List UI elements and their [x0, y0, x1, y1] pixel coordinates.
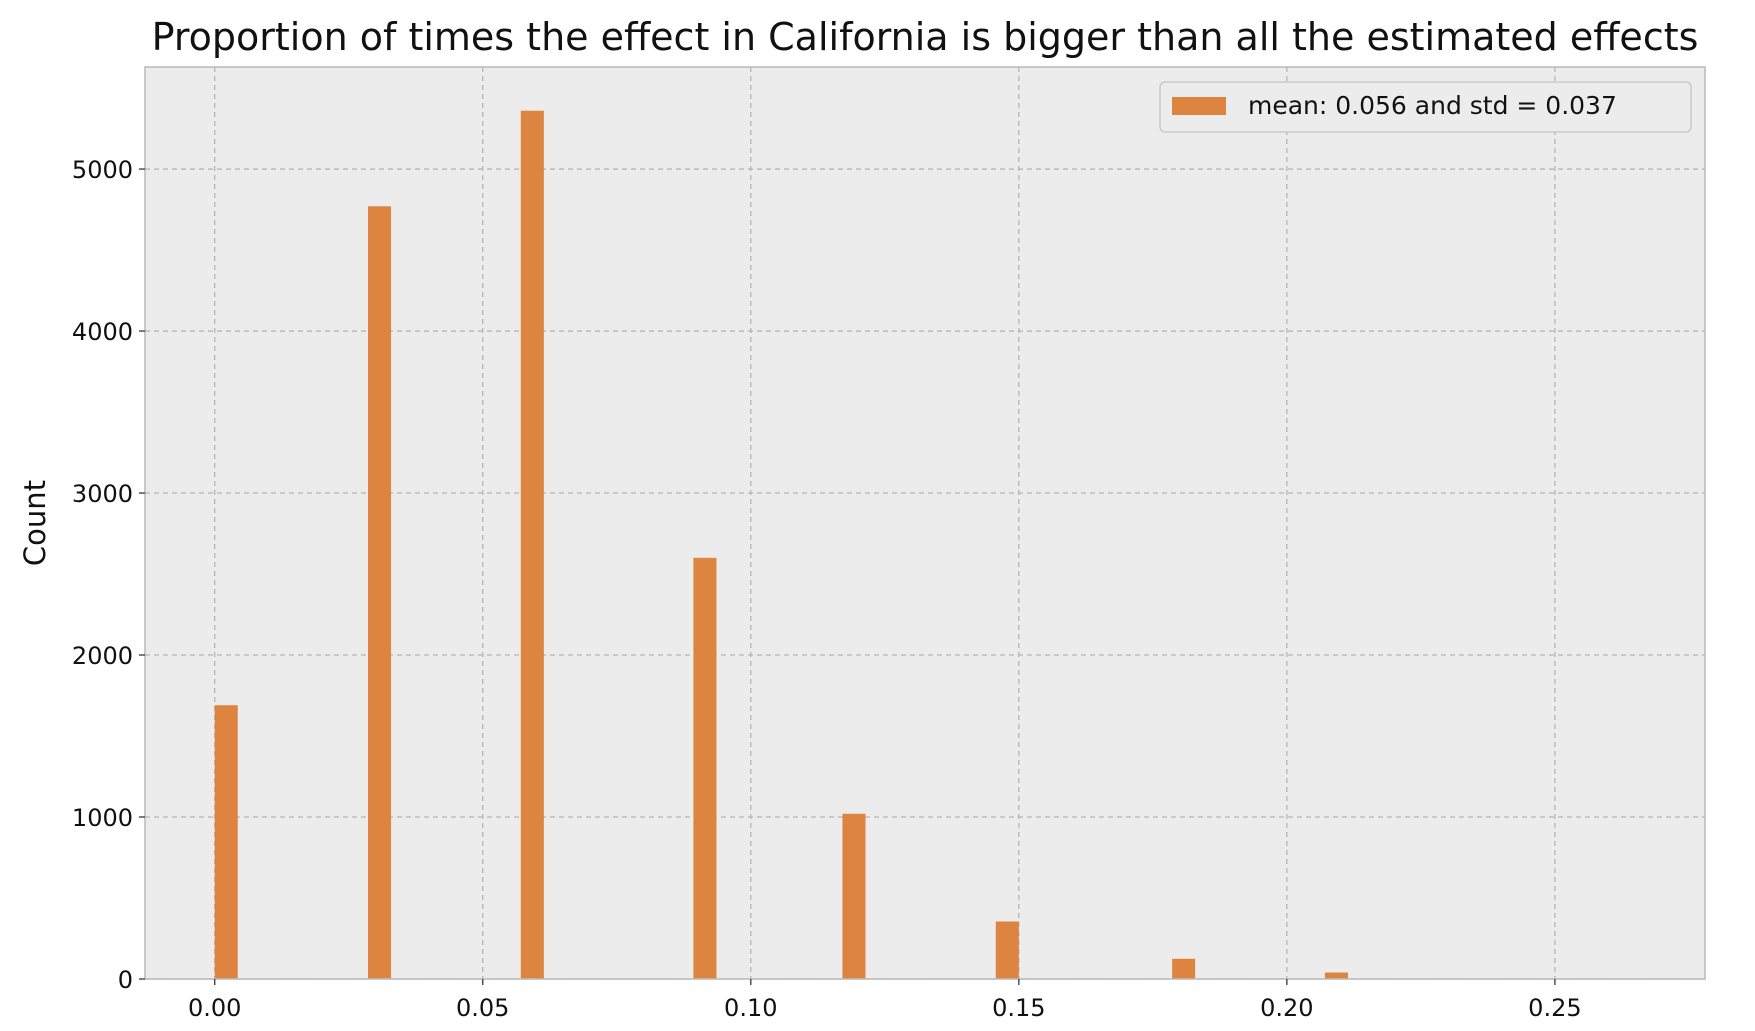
- y-tick-label: 3000: [72, 480, 133, 508]
- x-tick-label: 0.25: [1528, 994, 1581, 1022]
- histogram-bar: [520, 110, 544, 979]
- legend-swatch: [1172, 97, 1226, 115]
- legend-label: mean: 0.056 and std = 0.037: [1248, 91, 1617, 120]
- y-tick-label: 2000: [72, 642, 133, 670]
- y-tick-label: 4000: [72, 318, 133, 346]
- histogram-bar: [693, 557, 717, 979]
- chart-title: Proportion of times the effect in Califo…: [152, 15, 1699, 59]
- x-tick-label: 0.00: [188, 994, 241, 1022]
- histogram-bar: [1324, 972, 1348, 979]
- plot-frame: [144, 66, 1706, 980]
- y-tick-label: 5000: [72, 156, 133, 184]
- y-tick-label: 1000: [72, 804, 133, 832]
- histogram-bar: [842, 813, 866, 979]
- x-tick-label: 0.05: [456, 994, 509, 1022]
- x-tick-label: 0.20: [1260, 994, 1313, 1022]
- x-tick-label: 0.10: [724, 994, 777, 1022]
- legend-box: [1159, 81, 1692, 133]
- y-axis-label: Count: [18, 480, 52, 566]
- histogram-bar: [368, 206, 392, 979]
- y-axis-ticks: 0 1000 2000 3000 4000 5000: [72, 156, 145, 994]
- histogram-bar: [995, 921, 1019, 979]
- histogram-bar: [1172, 958, 1196, 979]
- plot-area: [145, 67, 1705, 979]
- bars: [214, 110, 1348, 979]
- x-tick-label: 0.15: [992, 994, 1045, 1022]
- histogram-bar: [214, 705, 238, 979]
- y-tick-label: 0: [118, 966, 133, 994]
- x-axis-ticks: 0.00 0.05 0.10 0.15 0.20 0.25: [188, 979, 1582, 1022]
- legend: mean: 0.056 and std = 0.037: [1159, 81, 1692, 133]
